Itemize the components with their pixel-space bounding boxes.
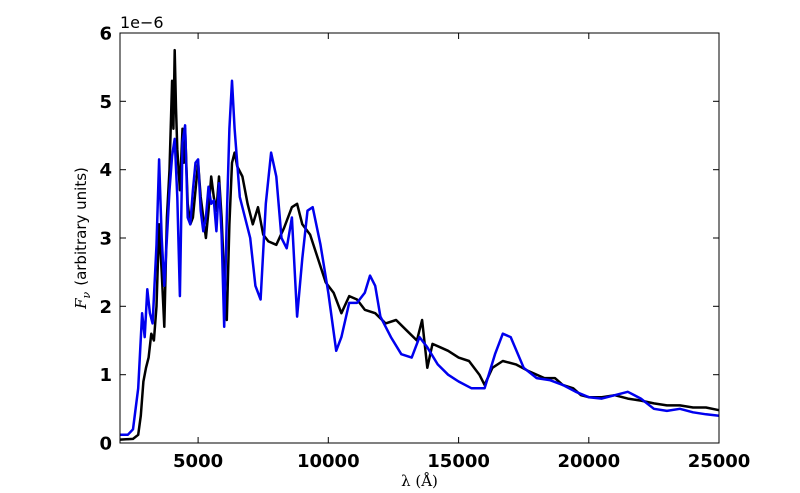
y-tick-label: 2 [99,297,112,318]
y-tick-label: 0 [99,434,112,455]
x-axis-label: λ (Å) [401,472,438,490]
y-tick-label: 3 [99,229,112,250]
series-line-1 [120,79,720,437]
x-tick-label: 20000 [557,451,620,472]
y-axis-symbol: F [72,298,90,310]
y-axis-subscript: ν [80,291,93,298]
y-tick-label: 1 [99,365,112,386]
y-offset-label: 1e−6 [120,13,164,32]
x-tick-label: 5000 [173,451,223,472]
tick-layer: 5000 10000 15000 20000 25000 0 1 2 3 4 5 6 [99,24,750,473]
series-layer [119,48,720,441]
y-tick-label: 5 [99,92,112,113]
y-tick-label: 6 [99,24,112,45]
y-axis-label: Fν (arbitrary units) [72,167,93,310]
y-axis-text: (arbitrary units) [72,167,90,286]
svg-text:Fν(arbitrary units): Fν (arbitrary units) [72,167,93,310]
x-tick-label: 25000 [688,451,751,472]
y-tick-label: 4 [99,160,112,181]
x-tick-label: 15000 [427,451,490,472]
plot-background [120,33,719,443]
x-tick-label: 10000 [297,451,360,472]
